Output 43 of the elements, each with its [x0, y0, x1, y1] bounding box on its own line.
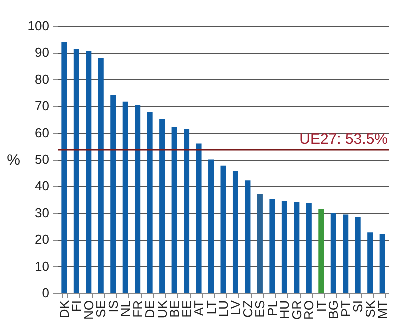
y-tick-label: 10: [35, 258, 50, 274]
bar: [110, 95, 116, 293]
bar: [355, 217, 361, 293]
y-tick-label: 50: [35, 152, 50, 167]
bar: [122, 102, 128, 293]
bar: [160, 119, 166, 293]
x-tick-label: DK: [56, 300, 72, 319]
bar: [318, 209, 324, 293]
bar: [86, 51, 92, 293]
bar: [135, 105, 141, 293]
x-tick-label: LU: [216, 300, 231, 318]
bar: [147, 112, 153, 293]
bar: [368, 232, 374, 293]
y-tick-label: 80: [35, 72, 50, 87]
y-tick-label: 0: [42, 286, 50, 300]
x-tick-label: MT: [375, 300, 390, 320]
bar: [282, 201, 288, 293]
bar: [270, 200, 276, 293]
y-tick-label: 40: [35, 178, 50, 194]
bar: [220, 166, 226, 293]
y-tick-label: 30: [35, 205, 50, 220]
bar: [62, 42, 68, 293]
y-tick-label: 100: [28, 18, 50, 34]
y-tick-label: 90: [35, 45, 50, 60]
bar: [257, 194, 263, 293]
bar: [184, 129, 190, 293]
bar: [380, 234, 386, 293]
bar: [74, 49, 80, 293]
bar: [306, 204, 312, 293]
bar: [343, 214, 349, 293]
y-axis-title: %: [7, 152, 20, 169]
bar: [208, 160, 214, 293]
bar: [196, 144, 202, 293]
bar: [294, 202, 300, 293]
bar: [98, 58, 104, 293]
y-tick-label: 20: [35, 232, 50, 248]
ref-line-label: UE27: 53.5%: [300, 131, 388, 148]
bar: [232, 172, 238, 293]
y-tick-label: 60: [35, 125, 50, 140]
bar: [172, 127, 178, 293]
y-tick-label: 70: [35, 98, 50, 114]
bar: [245, 180, 251, 293]
bar: [330, 213, 336, 293]
